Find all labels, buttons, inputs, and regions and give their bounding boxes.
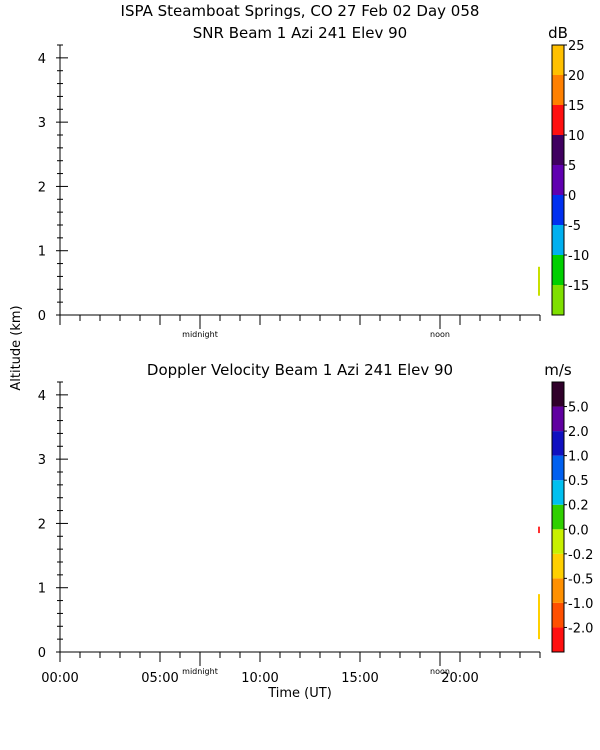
y-axis-label: Altitude (km) (9, 305, 24, 390)
colorbar-segment (552, 105, 564, 135)
colorbar-segment (552, 75, 564, 105)
colorbar-segment (552, 578, 564, 603)
colorbar-label: -10 (568, 249, 589, 264)
y-tick-label: 4 (38, 389, 46, 404)
colorbar-segment (552, 165, 564, 195)
colorbar-segment (552, 627, 564, 652)
x-tick-label: 10:00 (241, 671, 278, 686)
colorbar-label: -0.2 (568, 548, 593, 563)
colorbar-label: -0.5 (568, 572, 593, 587)
y-tick-label: 2 (38, 180, 46, 195)
colorbar-label: 0.2 (568, 499, 589, 514)
colorbar-segment (552, 255, 564, 285)
data-streak (538, 266, 540, 296)
y-tick-label: 1 (38, 582, 46, 597)
colorbar-segment (552, 553, 564, 579)
y-tick-label: 3 (38, 453, 46, 468)
colorbar-segment (552, 45, 564, 75)
y-tick-label: 0 (38, 646, 46, 661)
y-tick-label: 1 (38, 245, 46, 260)
colorbar-label: 5.0 (568, 401, 589, 416)
colorbar-segment (552, 285, 564, 315)
colorbar-label: 0.5 (568, 474, 589, 489)
y-tick-label: 4 (38, 52, 46, 67)
colorbar-segment (552, 406, 564, 432)
x-marker-midnight: midnight (182, 667, 218, 676)
colorbar-segment (552, 431, 564, 456)
colorbar-label: 2.0 (568, 425, 589, 440)
y-tick-label: 2 (38, 517, 46, 532)
colorbar-segment (552, 529, 564, 554)
colorbar-label: -1.0 (568, 597, 593, 612)
y-tick-label: 3 (38, 116, 46, 131)
colorbar-label: 1.0 (568, 450, 589, 465)
colorbar-label: 5 (568, 159, 576, 174)
colorbar-label: 20 (568, 69, 585, 84)
colorbar-unit: m/s (544, 361, 572, 379)
colorbar-segment (552, 135, 564, 165)
colorbar-label: 25 (568, 39, 585, 54)
x-tick-label: 05:00 (141, 671, 178, 686)
panel-title: Doppler Velocity Beam 1 Azi 241 Elev 90 (147, 361, 453, 379)
panel-title: SNR Beam 1 Azi 241 Elev 90 (193, 24, 407, 42)
data-streak (538, 526, 540, 534)
x-tick-label: 15:00 (341, 671, 378, 686)
colorbar-segment (552, 225, 564, 255)
colorbar-label: -2.0 (568, 621, 593, 636)
colorbar-label: -5 (568, 219, 581, 234)
colorbar-label: 0.0 (568, 523, 589, 538)
panel-1: SNR Beam 1 Azi 241 Elev 90 0 1 2 3 4 midnight n… (38, 24, 590, 339)
colorbar-label: 15 (568, 99, 585, 114)
panel-2: Doppler Velocity Beam 1 Azi 241 Elev 90 0… (38, 361, 594, 686)
colorbar-frame (551, 381, 565, 653)
colorbar-frame (551, 44, 565, 316)
colorbar-segment (552, 195, 564, 225)
colorbar-segment (552, 382, 564, 407)
figure-title: ISPA Steamboat Springs, CO 27 Feb 02 Day… (121, 2, 480, 20)
colorbar-unit: dB (548, 24, 568, 42)
colorbar-segment (552, 504, 564, 530)
colorbar-label: 0 (568, 189, 576, 204)
colorbar-segment (552, 455, 564, 481)
x-marker-noon: noon (430, 667, 450, 676)
colorbar-label: -15 (568, 279, 589, 294)
x-tick-label: 00:00 (41, 671, 78, 686)
colorbar-label: 10 (568, 129, 585, 144)
data-streak (538, 594, 540, 640)
colorbar-segment (552, 602, 564, 628)
x-marker-midnight: midnight (182, 330, 218, 339)
x-marker-noon: noon (430, 330, 450, 339)
x-axis-label: Time (UT) (267, 686, 332, 701)
colorbar-segment (552, 480, 564, 505)
x-tick-label: 20:00 (441, 671, 478, 686)
y-tick-label: 0 (38, 309, 46, 324)
